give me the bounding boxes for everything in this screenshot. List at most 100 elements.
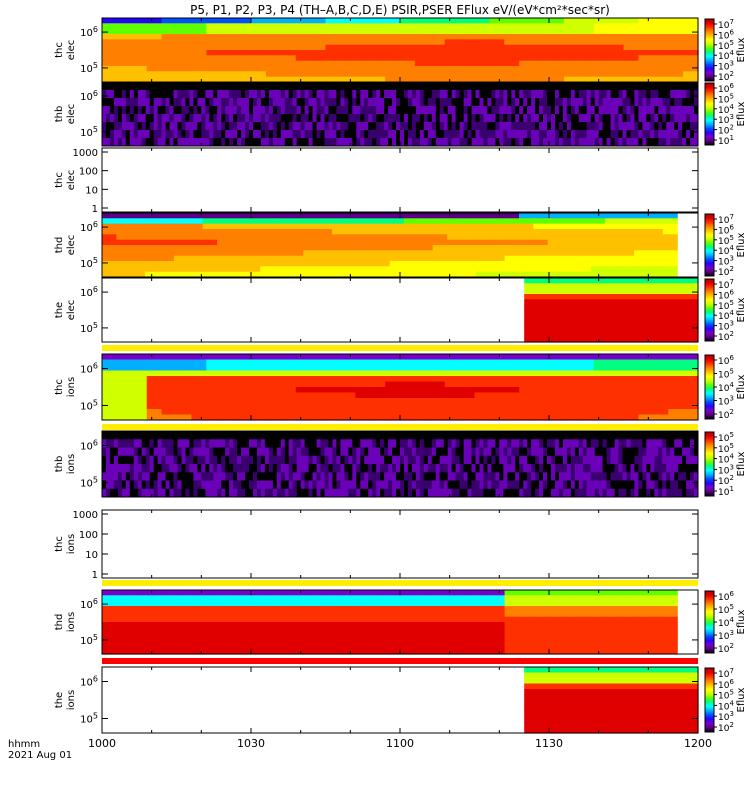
spectrogram-cell bbox=[130, 600, 146, 607]
spectrogram-cell bbox=[490, 229, 506, 235]
spectrogram-cell bbox=[102, 60, 118, 67]
spectrogram-cell bbox=[260, 472, 266, 481]
spectrogram-cell bbox=[630, 447, 635, 457]
spectrogram-cell bbox=[593, 278, 599, 284]
spectrogram-cell bbox=[558, 336, 564, 343]
spectrogram-cell bbox=[389, 600, 405, 607]
spectrogram-cell bbox=[375, 234, 391, 241]
spectrogram-cell bbox=[159, 250, 175, 257]
spectrogram-cell bbox=[611, 336, 616, 343]
spectrogram-cell bbox=[217, 82, 222, 91]
spectrogram-cell bbox=[221, 55, 237, 62]
spectrogram-cell bbox=[400, 392, 416, 399]
spectrogram-cell bbox=[146, 414, 163, 421]
spectrogram-cell bbox=[280, 365, 297, 372]
spectrogram-cell bbox=[145, 627, 161, 634]
spectrogram-cell bbox=[264, 138, 270, 147]
spectrogram-cell bbox=[145, 114, 151, 123]
spectrogram-cell bbox=[637, 326, 643, 332]
spectrogram-cell bbox=[589, 299, 595, 306]
spectrogram-cell bbox=[566, 98, 572, 107]
spectrogram-cell bbox=[193, 114, 198, 123]
spectrogram-cell bbox=[221, 439, 226, 448]
spectrogram-cell bbox=[642, 82, 647, 91]
spectrogram-cell bbox=[563, 76, 580, 83]
spectrogram-cell bbox=[608, 60, 625, 67]
panel-ylabel-probe: thc bbox=[54, 172, 65, 188]
spectrogram-cell bbox=[461, 250, 477, 257]
spectrogram-cell bbox=[344, 122, 349, 131]
spectrogram-cell bbox=[674, 98, 679, 107]
spectrogram-cell bbox=[316, 439, 321, 448]
spectrogram-cell bbox=[475, 266, 491, 273]
spectrogram-cell bbox=[157, 106, 162, 115]
spectrogram-cell bbox=[443, 130, 449, 139]
spectrogram-cell bbox=[551, 488, 556, 498]
spectrogram-cell bbox=[435, 106, 441, 115]
spectrogram-cell bbox=[400, 34, 416, 40]
spectrogram-cell bbox=[146, 66, 163, 72]
spectrogram-cell bbox=[602, 447, 607, 457]
spectrogram-cell bbox=[586, 130, 592, 139]
spectrogram-cell bbox=[360, 130, 365, 139]
spectrogram-cell bbox=[265, 354, 282, 361]
spectrogram-cell bbox=[264, 106, 270, 115]
spectrogram-cell bbox=[360, 229, 376, 235]
spectrogram-cell bbox=[459, 455, 464, 465]
spectrogram-cell bbox=[117, 130, 123, 139]
spectrogram-cell bbox=[663, 326, 669, 332]
spectrogram-cell bbox=[276, 98, 282, 107]
spectrogram-cell bbox=[519, 138, 524, 147]
spectrogram-cell bbox=[117, 122, 123, 131]
spectrogram-cell bbox=[370, 23, 386, 30]
spectrogram-cell bbox=[606, 447, 611, 457]
spectrogram-cell bbox=[606, 431, 611, 440]
spectrogram-cell bbox=[605, 266, 621, 273]
spectrogram-cell bbox=[593, 336, 599, 343]
spectrogram-cell bbox=[360, 106, 365, 115]
spectrogram-cell bbox=[145, 266, 161, 273]
colorbar bbox=[704, 213, 715, 277]
spectrogram-cell bbox=[237, 488, 242, 498]
spectrogram-cell bbox=[645, 315, 651, 322]
spectrogram-cell bbox=[637, 299, 643, 306]
spectrogram-cell bbox=[312, 122, 317, 131]
spectrogram-cell bbox=[523, 455, 528, 465]
spectrogram-cell bbox=[370, 76, 386, 83]
spectrogram-cell bbox=[233, 130, 238, 139]
spectrogram-cell bbox=[173, 472, 178, 481]
spectrogram-cell bbox=[221, 122, 226, 131]
spectrogram-cell bbox=[543, 82, 548, 91]
spectrogram-cell bbox=[264, 98, 270, 107]
spectrogram-cell bbox=[683, 381, 699, 388]
spectrogram-cell bbox=[670, 472, 675, 481]
spectrogram-cell bbox=[519, 480, 524, 490]
spectrogram-cell bbox=[439, 480, 445, 490]
spectrogram-cell bbox=[432, 611, 448, 618]
spectrogram-cell bbox=[237, 90, 242, 99]
spectrogram-cell bbox=[325, 392, 341, 399]
spectrogram-cell bbox=[419, 98, 425, 107]
spectrogram-cell bbox=[137, 431, 143, 440]
spectrogram-cell bbox=[414, 28, 431, 35]
spectrogram-cell bbox=[229, 472, 234, 481]
spectrogram-cell bbox=[578, 66, 595, 72]
spectrogram-cell bbox=[429, 365, 446, 372]
spectrogram-cell bbox=[475, 106, 480, 115]
spectrogram-cell bbox=[153, 439, 159, 448]
spectrogram-cell bbox=[578, 480, 584, 490]
spectrogram-cell bbox=[328, 472, 333, 481]
spectrogram-cell bbox=[137, 488, 143, 498]
spectrogram-cell bbox=[320, 464, 325, 473]
spectrogram-cell bbox=[372, 431, 377, 440]
spectrogram-cell bbox=[490, 255, 506, 262]
spectrogram-cell bbox=[396, 472, 401, 481]
spectrogram-cell bbox=[594, 447, 600, 457]
spectrogram-cell bbox=[671, 326, 677, 332]
spectrogram-cell bbox=[229, 82, 234, 91]
spectrogram-cell bbox=[414, 403, 431, 410]
spectrogram-cell bbox=[370, 403, 386, 410]
spectrogram-cell bbox=[146, 381, 163, 388]
spectrogram-cell bbox=[641, 278, 647, 284]
spectrogram-cell bbox=[332, 271, 348, 278]
